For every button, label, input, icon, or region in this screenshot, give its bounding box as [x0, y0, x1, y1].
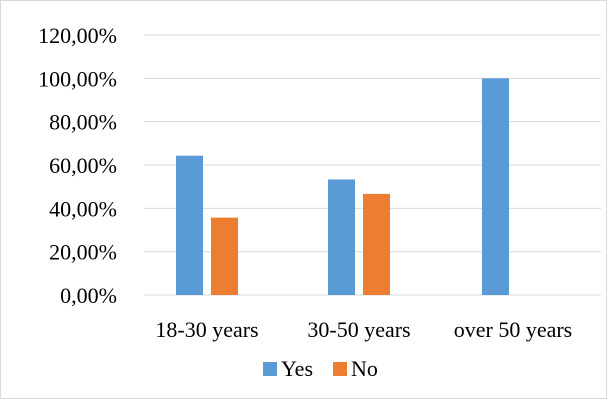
bar-yes-0: [176, 155, 203, 295]
y-tick-label: 120,00%: [38, 23, 117, 48]
legend-swatch: [263, 362, 277, 376]
legend-item-yes: Yes: [263, 356, 313, 381]
legend-label: Yes: [281, 356, 313, 381]
bar-yes-1: [328, 179, 355, 295]
y-tick-label: 60,00%: [49, 153, 117, 178]
y-tick-label: 40,00%: [49, 196, 117, 221]
y-axis-tick-labels: 0,00% 20,00% 40,00% 60,00% 80,00% 100,00% 120,…: [38, 23, 117, 308]
legend-swatch: [333, 362, 347, 376]
legend-item-no: No: [333, 356, 378, 381]
y-tick-label: 100,00%: [38, 66, 117, 91]
x-category-label: over 50 years: [454, 317, 573, 342]
bars: [176, 78, 509, 295]
bar-no-0: [211, 217, 238, 295]
x-category-label: 18-30 years: [155, 317, 258, 342]
legend: Yes No: [263, 356, 378, 381]
bar-yes-2: [482, 78, 509, 295]
y-tick-label: 0,00%: [60, 283, 117, 308]
y-tick-label: 80,00%: [49, 110, 117, 135]
x-category-label: 30-50 years: [307, 317, 410, 342]
bar-no-1: [363, 193, 390, 295]
x-axis-category-labels: 18-30 years 30-50 years over 50 years: [155, 317, 572, 342]
legend-label: No: [351, 356, 378, 381]
y-tick-label: 20,00%: [49, 240, 117, 265]
